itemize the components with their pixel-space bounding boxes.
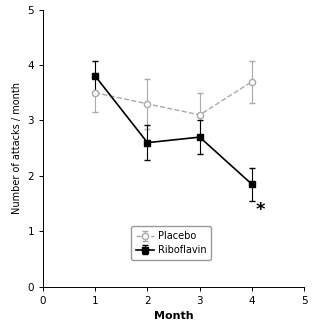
X-axis label: Month: Month [154,311,193,321]
Y-axis label: Number of attacks / month: Number of attacks / month [12,82,22,214]
Legend: Placebo, Riboflavin: Placebo, Riboflavin [131,226,211,260]
Text: *: * [256,201,266,219]
